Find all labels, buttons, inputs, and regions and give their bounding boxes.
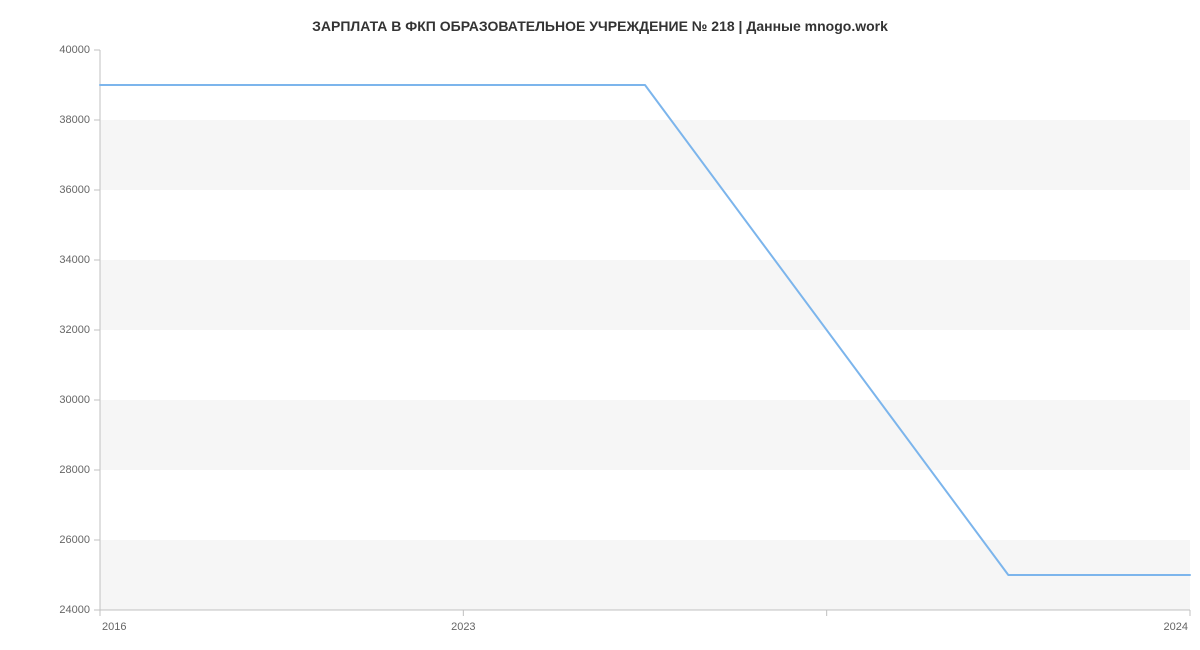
y-tick-label: 26000 [59, 534, 90, 546]
x-tick-label: 2016 [102, 621, 126, 633]
y-tick-label: 34000 [59, 254, 90, 266]
y-tick-label: 36000 [59, 184, 90, 196]
y-tick-label: 38000 [59, 114, 90, 126]
y-tick-label: 32000 [59, 324, 90, 336]
x-tick-label: 2024 [1164, 621, 1188, 633]
chart-plot: 24000 26000 28000 30000 32000 34000 36000 38000… [0, 0, 1200, 650]
salary-chart: ЗАРПЛАТА В ФКП ОБРАЗОВАТЕЛЬНОЕ УЧРЕЖДЕНИ… [0, 0, 1200, 650]
y-tick-label: 24000 [59, 604, 90, 616]
y-tick-label: 40000 [59, 44, 90, 56]
y-tick-label: 30000 [59, 394, 90, 406]
x-tick-label: 2023 [451, 621, 475, 633]
y-tick-label: 28000 [59, 464, 90, 476]
